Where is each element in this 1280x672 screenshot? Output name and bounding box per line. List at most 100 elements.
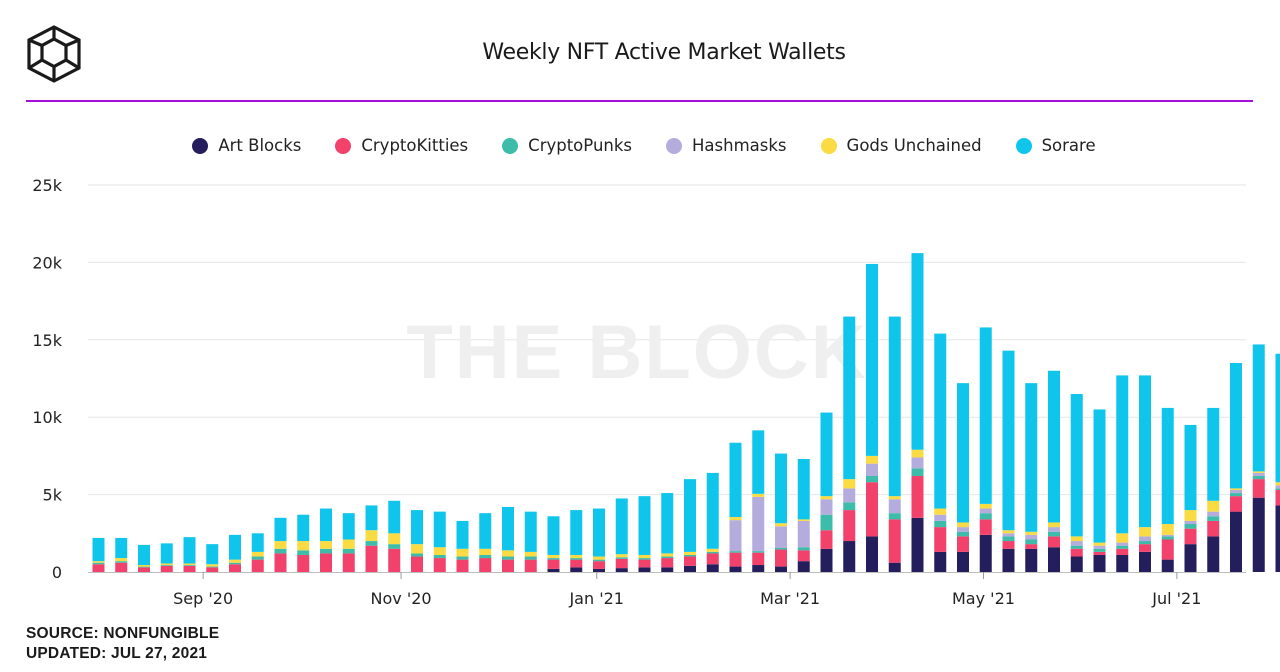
- bar-segment-hashmasks[interactable]: [729, 520, 742, 552]
- bar-segment-cryptopunks[interactable]: [820, 514, 833, 531]
- bar-segment-cryptopunks[interactable]: [866, 476, 878, 483]
- bar-segment-art-blocks[interactable]: [820, 548, 833, 572]
- bar-segment-cryptopunks[interactable]: [615, 557, 628, 559]
- bar-segment-sorare[interactable]: [638, 496, 651, 555]
- bar-segment-sorare[interactable]: [1252, 344, 1265, 472]
- bar-segment-sorare[interactable]: [206, 544, 219, 565]
- bar-segment-cryptokitties[interactable]: [706, 553, 719, 565]
- bar-segment-gods-unchained[interactable]: [843, 479, 856, 489]
- bar-segment-cryptopunks[interactable]: [229, 562, 241, 565]
- bar-segment-cryptopunks[interactable]: [1275, 488, 1280, 490]
- bar-segment-gods-unchained[interactable]: [797, 519, 810, 521]
- bar-segment-cryptopunks[interactable]: [1002, 536, 1015, 542]
- bar-segment-art-blocks[interactable]: [866, 536, 878, 572]
- bar-segment-gods-unchained[interactable]: [1025, 531, 1038, 535]
- bar-segment-cryptopunks[interactable]: [206, 566, 219, 568]
- bar-segment-cryptokitties[interactable]: [274, 553, 287, 572]
- bar-segment-gods-unchained[interactable]: [934, 508, 947, 515]
- bar-segment-cryptopunks[interactable]: [979, 513, 992, 520]
- bar-segment-cryptokitties[interactable]: [1093, 551, 1106, 555]
- bar-segment-sorare[interactable]: [684, 479, 696, 552]
- bar-segment-hashmasks[interactable]: [911, 457, 924, 469]
- bar-segment-cryptokitties[interactable]: [479, 558, 492, 572]
- bar-segment-gods-unchained[interactable]: [1139, 527, 1151, 537]
- legend-item-sorare[interactable]: Sorare: [1008, 136, 1096, 155]
- bar-segment-cryptopunks[interactable]: [1116, 545, 1129, 549]
- bar-segment-cryptopunks[interactable]: [843, 502, 856, 511]
- bar-segment-cryptokitties[interactable]: [1025, 544, 1038, 549]
- bar-segment-cryptokitties[interactable]: [183, 565, 196, 572]
- bar-segment-hashmasks[interactable]: [1207, 511, 1220, 517]
- bar-segment-gods-unchained[interactable]: [365, 530, 378, 542]
- bar-segment-cryptokitties[interactable]: [957, 536, 969, 552]
- bar-segment-sorare[interactable]: [1116, 375, 1129, 534]
- bar-segment-cryptokitties[interactable]: [206, 567, 219, 572]
- bar-segment-gods-unchained[interactable]: [320, 541, 332, 549]
- bar-segment-hashmasks[interactable]: [979, 508, 992, 514]
- bar-segment-cryptopunks[interactable]: [570, 558, 583, 560]
- bar-segment-cryptokitties[interactable]: [92, 564, 105, 572]
- bar-segment-cryptokitties[interactable]: [1275, 489, 1280, 506]
- bar-segment-gods-unchained[interactable]: [570, 554, 583, 559]
- bar-segment-hashmasks[interactable]: [1025, 534, 1038, 540]
- bar-segment-art-blocks[interactable]: [775, 566, 787, 572]
- bar-segment-art-blocks[interactable]: [1139, 551, 1151, 572]
- bar-segment-gods-unchained[interactable]: [92, 561, 105, 563]
- bar-segment-hashmasks[interactable]: [1070, 541, 1083, 546]
- bar-segment-cryptopunks[interactable]: [797, 547, 810, 551]
- bar-segment-cryptopunks[interactable]: [320, 548, 332, 554]
- bar-segment-art-blocks[interactable]: [1048, 547, 1060, 572]
- bar-segment-sorare[interactable]: [320, 508, 332, 542]
- bar-segment-art-blocks[interactable]: [1252, 497, 1265, 572]
- bar-segment-gods-unchained[interactable]: [1116, 533, 1129, 543]
- bar-segment-cryptopunks[interactable]: [297, 550, 310, 555]
- bar-segment-sorare[interactable]: [1002, 350, 1015, 531]
- bar-segment-sorare[interactable]: [388, 500, 401, 534]
- bar-segment-cryptokitties[interactable]: [684, 556, 696, 566]
- bar-segment-sorare[interactable]: [706, 472, 719, 549]
- bar-segment-gods-unchained[interactable]: [979, 503, 992, 509]
- bar-segment-cryptokitties[interactable]: [342, 553, 355, 572]
- bar-segment-cryptopunks[interactable]: [251, 556, 264, 560]
- bar-segment-art-blocks[interactable]: [911, 517, 924, 572]
- bar-segment-art-blocks[interactable]: [638, 567, 651, 572]
- bar-segment-cryptopunks[interactable]: [706, 551, 719, 554]
- bar-segment-cryptokitties[interactable]: [570, 559, 583, 568]
- bar-segment-hashmasks[interactable]: [1139, 536, 1151, 542]
- bar-segment-gods-unchained[interactable]: [1230, 488, 1242, 490]
- bar-segment-gods-unchained[interactable]: [866, 455, 878, 464]
- bar-segment-cryptokitties[interactable]: [1207, 520, 1220, 537]
- bar-segment-gods-unchained[interactable]: [661, 553, 674, 557]
- bar-segment-cryptopunks[interactable]: [1139, 541, 1151, 545]
- bar-segment-sorare[interactable]: [342, 513, 355, 540]
- bar-segment-art-blocks[interactable]: [934, 551, 947, 572]
- bar-segment-cryptokitties[interactable]: [388, 548, 401, 572]
- bar-segment-cryptokitties[interactable]: [547, 559, 560, 569]
- bar-segment-gods-unchained[interactable]: [456, 548, 469, 557]
- legend-item-cryptopunks[interactable]: CryptoPunks: [494, 136, 632, 155]
- bar-segment-hashmasks[interactable]: [775, 526, 787, 548]
- bar-segment-cryptokitties[interactable]: [160, 565, 173, 572]
- bar-segment-sorare[interactable]: [911, 253, 924, 450]
- bar-segment-gods-unchained[interactable]: [957, 522, 969, 528]
- bar-segment-art-blocks[interactable]: [797, 561, 810, 572]
- bar-segment-cryptopunks[interactable]: [684, 554, 696, 557]
- bar-segment-gods-unchained[interactable]: [1207, 500, 1220, 512]
- bar-segment-hashmasks[interactable]: [957, 527, 969, 532]
- bar-segment-gods-unchained[interactable]: [1252, 471, 1265, 473]
- bar-segment-sorare[interactable]: [866, 263, 878, 456]
- bar-segment-sorare[interactable]: [365, 505, 378, 531]
- bar-segment-sorare[interactable]: [934, 333, 947, 509]
- bar-segment-sorare[interactable]: [570, 510, 583, 555]
- bar-segment-gods-unchained[interactable]: [547, 554, 560, 559]
- bar-segment-sorare[interactable]: [820, 412, 833, 497]
- bar-segment-gods-unchained[interactable]: [206, 564, 219, 567]
- bar-segment-cryptokitties[interactable]: [115, 562, 128, 572]
- bar-segment-gods-unchained[interactable]: [706, 548, 719, 552]
- bar-segment-art-blocks[interactable]: [1002, 548, 1015, 572]
- bar-segment-hashmasks[interactable]: [1275, 485, 1280, 489]
- bar-segment-cryptopunks[interactable]: [911, 468, 924, 477]
- legend-item-gods-unchained[interactable]: Gods Unchained: [813, 136, 982, 155]
- bar-segment-hashmasks[interactable]: [1093, 545, 1106, 549]
- bar-segment-cryptopunks[interactable]: [160, 565, 173, 566]
